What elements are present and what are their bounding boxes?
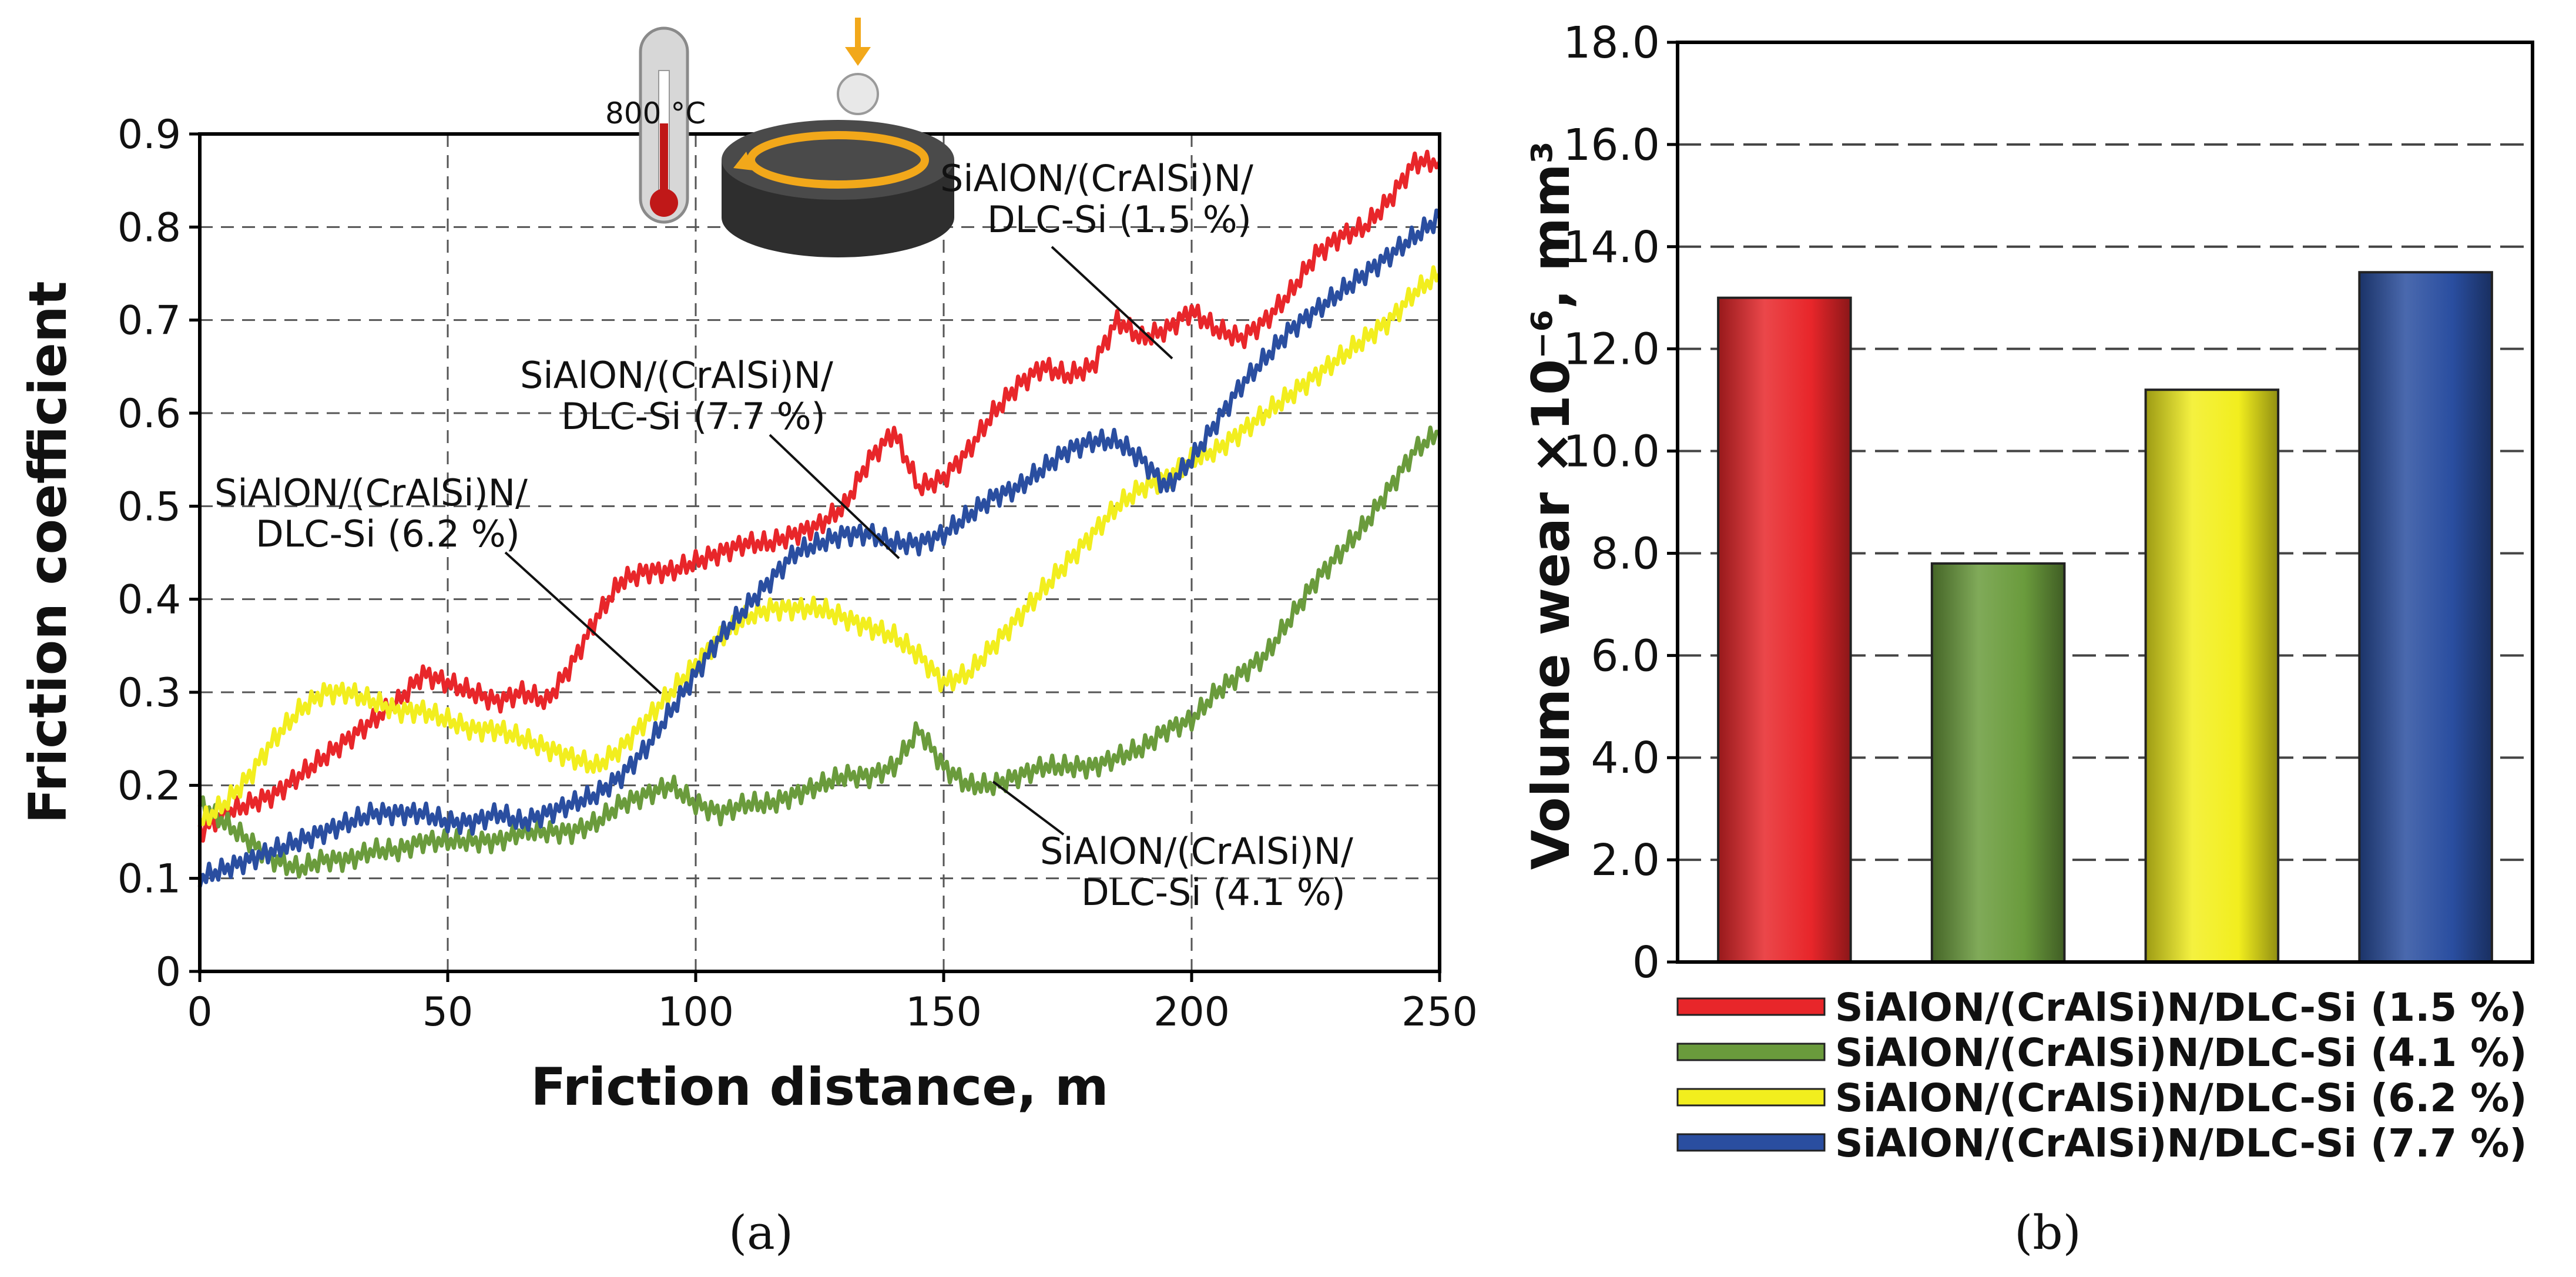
wear-legend-label: SiAlON/(CrAlSi)N/DLC-Si (1.5 %) xyxy=(1835,985,2527,1030)
annotation-text: DLC-Si (4.1 %) xyxy=(1081,871,1346,914)
annotation-text: DLC-Si (6.2 %) xyxy=(256,512,520,555)
wear-y-tick-label: 18.0 xyxy=(1563,18,1660,68)
wear-bar xyxy=(2358,271,2493,963)
wear-y-tick-label: 0 xyxy=(1632,937,1660,988)
temperature-label: 800 °C xyxy=(605,96,706,130)
wear-y-tick-label: 6.0 xyxy=(1591,631,1660,681)
friction-y-tick-label: 0.5 xyxy=(118,484,181,530)
svg-text:DLC-Si (6.2 %): DLC-Si (6.2 %) xyxy=(256,512,520,555)
friction-x-tick-label: 50 xyxy=(422,989,474,1035)
friction-series-line xyxy=(198,265,1442,826)
wear-y-tick-label: 2.0 xyxy=(1591,835,1660,886)
wear-y-tick-label: 12.0 xyxy=(1563,324,1660,375)
annotation-leader xyxy=(769,434,900,559)
annotation-1-5: SiAlON/(CrAlSi)N/ DLC-Si (1.5 %) xyxy=(940,157,1253,360)
friction-x-tick-label: 150 xyxy=(905,989,982,1035)
wear-y-tick-label: 8.0 xyxy=(1591,528,1660,579)
wear-bars xyxy=(1717,271,2493,964)
wear-chart: 0 2.0 4.0 6.0 8.0 10.0 12.0 14.0 16.0 18.0 Volume… xyxy=(1521,18,2534,1260)
friction-y-tick-label: 0.7 xyxy=(118,298,181,344)
friction-y-tick-label: 0.8 xyxy=(118,205,181,251)
annotation-6-2: SiAlON/(CrAlSi)N/ DLC-Si (6.2 %) xyxy=(214,471,662,695)
friction-y-tick-label: 0.2 xyxy=(118,763,181,809)
wear-plot-frame xyxy=(1676,41,2534,964)
annotation-text: SiAlON/(CrAlSi)N/ xyxy=(520,354,833,397)
svg-text:SiAlON/(CrAlSi)N/: SiAlON/(CrAlSi)N/ xyxy=(940,157,1253,200)
wear-legend-swatch xyxy=(1676,1043,1826,1061)
svg-text:DLC-Si (1.5 %): DLC-Si (1.5 %) xyxy=(987,198,1252,241)
wear-legend-label: SiAlON/(CrAlSi)N/DLC-Si (6.2 %) xyxy=(1835,1075,2527,1121)
svg-text:DLC-Si (7.7 %): DLC-Si (7.7 %) xyxy=(561,395,826,438)
friction-series-line xyxy=(197,425,1440,879)
annotation-leader xyxy=(504,551,662,695)
friction-y-tick-label: 0 xyxy=(156,949,181,996)
friction-y-tick-label: 0.6 xyxy=(118,391,181,437)
wear-y-tick-label: 4.0 xyxy=(1591,733,1660,783)
friction-y-tick-label: 0.1 xyxy=(118,856,181,903)
thermometer-icon xyxy=(639,26,689,224)
friction-y-tick-label: 0.4 xyxy=(118,577,181,624)
friction-ticks: 0 50 100 150 200 250 0 0.1 0.2 0.3 0.4 0.5 0.6 0.7 0.8… xyxy=(118,112,1478,1035)
svg-text:SiAlON/(CrAlSi)N/: SiAlON/(CrAlSi)N/ xyxy=(214,471,528,514)
svg-text:DLC-Si (4.1 %): DLC-Si (4.1 %) xyxy=(1081,871,1346,914)
wear-y-axis-title: Volume wear ×10⁻⁶, mm³ xyxy=(1521,141,1581,870)
friction-x-axis-title: Friction distance, m xyxy=(531,1057,1108,1117)
svg-text:SiAlON/(CrAlSi)N/: SiAlON/(CrAlSi)N/ xyxy=(1040,830,1353,873)
pin-on-disc-icon xyxy=(722,18,954,257)
friction-x-tick-label: 0 xyxy=(187,989,212,1035)
panel-a-label: (a) xyxy=(729,1205,793,1260)
wear-bar xyxy=(1930,562,2066,963)
friction-series-line xyxy=(197,208,1442,887)
wear-legend-swatch xyxy=(1676,1088,1826,1107)
friction-x-tick-label: 100 xyxy=(658,989,734,1035)
friction-y-tick-label: 0.9 xyxy=(118,112,181,158)
wear-legend-label: SiAlON/(CrAlSi)N/DLC-Si (7.7 %) xyxy=(1835,1121,2527,1166)
annotation-text: SiAlON/(CrAlSi)N/ xyxy=(940,157,1253,200)
wear-y-tick-label: 14.0 xyxy=(1563,222,1660,273)
annotation-4-1: SiAlON/(CrAlSi)N/ DLC-Si (4.1 %) xyxy=(992,780,1353,914)
friction-series-line xyxy=(197,149,1442,843)
friction-y-tick-label: 0.3 xyxy=(118,670,181,716)
wear-bar xyxy=(1717,296,1852,964)
wear-y-tick-label: 16.0 xyxy=(1563,120,1660,170)
annotation-text: SiAlON/(CrAlSi)N/ xyxy=(214,471,528,514)
friction-y-axis-title: Friction coefficient xyxy=(18,281,78,823)
wear-legend: SiAlON/(CrAlSi)N/DLC-Si (1.5 %)SiAlON/(C… xyxy=(1676,985,2527,1166)
wear-y-tick-label: 10.0 xyxy=(1563,427,1660,477)
wear-bar xyxy=(2144,388,2280,963)
wear-legend-label: SiAlON/(CrAlSi)N/DLC-Si (4.1 %) xyxy=(1835,1030,2527,1075)
friction-x-tick-label: 250 xyxy=(1401,989,1478,1035)
friction-series xyxy=(197,149,1442,887)
annotation-7-7: SiAlON/(CrAlSi)N/ DLC-Si (7.7 %) xyxy=(520,354,900,559)
wear-legend-swatch xyxy=(1676,997,1826,1016)
panel-b-label: (b) xyxy=(2014,1205,2081,1260)
svg-text:SiAlON/(CrAlSi)N/: SiAlON/(CrAlSi)N/ xyxy=(520,354,833,397)
friction-x-tick-label: 200 xyxy=(1153,989,1230,1035)
annotation-text: DLC-Si (7.7 %) xyxy=(561,395,826,438)
annotation-leader xyxy=(992,780,1065,836)
wear-ticks: 0 2.0 4.0 6.0 8.0 10.0 12.0 14.0 16.0 18.0 xyxy=(1563,18,1678,988)
friction-chart: 0 50 100 150 200 250 0 0.1 0.2 0.3 0.4 0.5 0.6 0.7 0.8… xyxy=(18,18,1478,1260)
wear-legend-swatch xyxy=(1676,1133,1826,1152)
annotation-leader xyxy=(1051,246,1173,360)
annotation-text: DLC-Si (1.5 %) xyxy=(987,198,1252,241)
annotation-text: SiAlON/(CrAlSi)N/ xyxy=(1040,830,1353,873)
